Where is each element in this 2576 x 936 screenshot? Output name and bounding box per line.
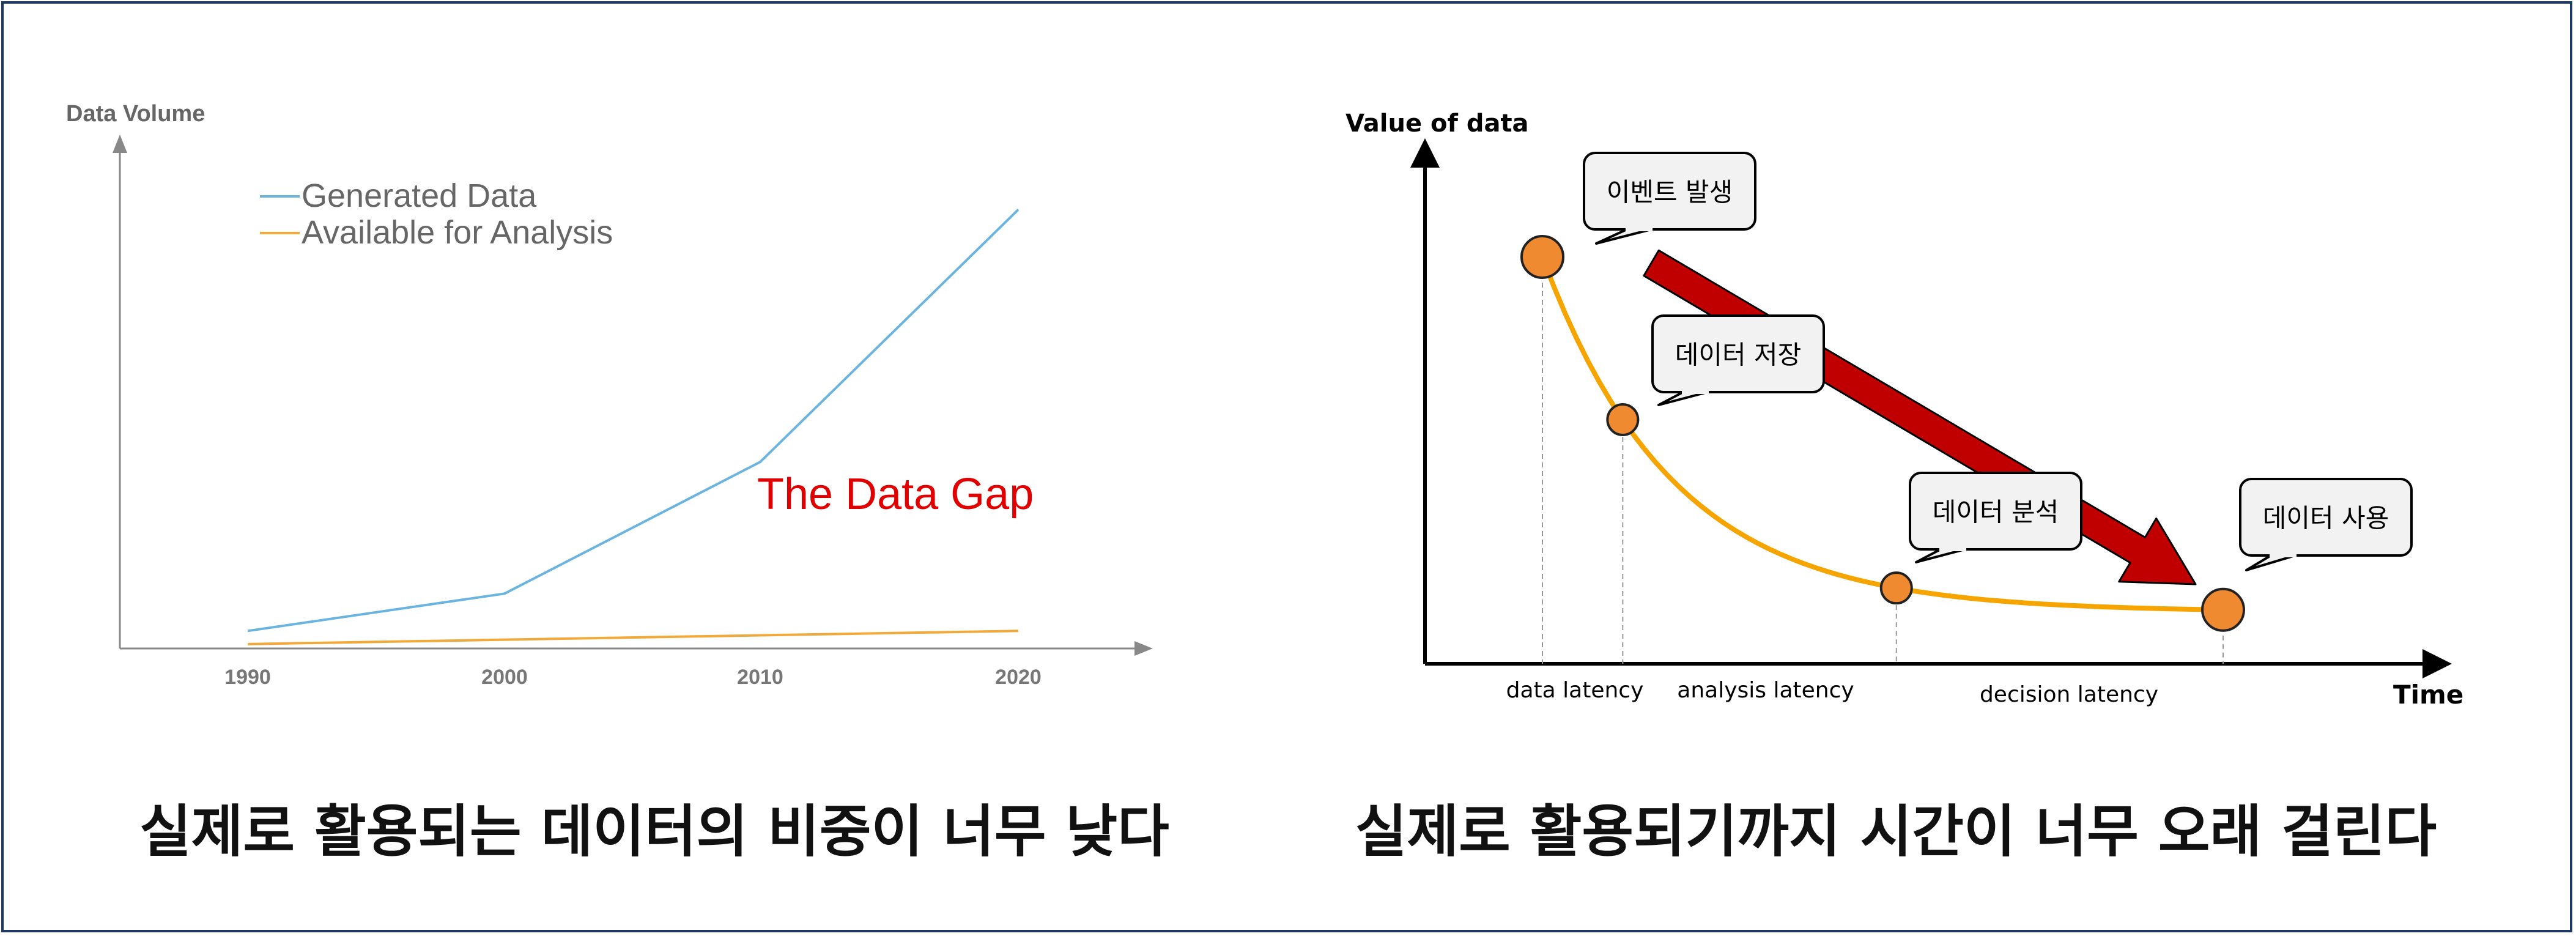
x-tick-label: 2020 — [995, 666, 1042, 689]
legend-label: Generated Data — [302, 177, 537, 214]
x-tick-label: 2000 — [481, 666, 528, 689]
speech-bubble-tail — [1915, 548, 1966, 563]
x-tick-label: 1990 — [224, 666, 271, 689]
speech-bubble-tail — [1657, 391, 1709, 406]
speech-bubble — [1583, 152, 1756, 231]
data-gap-annotation: The Data Gap — [757, 470, 1034, 519]
legend-label: Available for Analysis — [302, 214, 613, 251]
latency-label: analysis latency — [1677, 678, 1854, 703]
event-label: 데이터 분석 — [1933, 497, 2059, 527]
event-label: 데이터 저장 — [1675, 340, 1802, 370]
caption-left: 실제로 활용되는 데이터의 비중이 너무 낮다 — [139, 799, 1169, 864]
speech-bubble-tail — [1595, 228, 1653, 245]
caption-right: 실제로 활용되기까지 시간이 너무 오래 걸린다 — [1355, 799, 2437, 864]
x-axis-label: Time — [2393, 680, 2463, 710]
y-axis-label: Value of data — [1345, 110, 1529, 138]
latency-label: data latency — [1506, 678, 1644, 703]
latency-label: decision latency — [1980, 682, 2158, 707]
speech-bubble-tail — [2245, 554, 2297, 571]
event-marker — [1879, 571, 1913, 605]
event-marker — [2201, 587, 2245, 632]
speech-bubble — [1651, 314, 1825, 393]
series-line-1 — [247, 209, 1020, 633]
speech-bubble — [1909, 472, 2082, 551]
event-marker — [1520, 235, 1564, 279]
event-label: 데이터 사용 — [2263, 503, 2389, 533]
x-tick-label: 2010 — [737, 666, 783, 689]
event-marker — [1606, 403, 1640, 436]
event-label: 이벤트 발생 — [1607, 177, 1733, 207]
y-axis-label: Data Volume — [66, 101, 205, 127]
speech-bubble — [2239, 478, 2413, 557]
series-line-2 — [247, 630, 1019, 645]
